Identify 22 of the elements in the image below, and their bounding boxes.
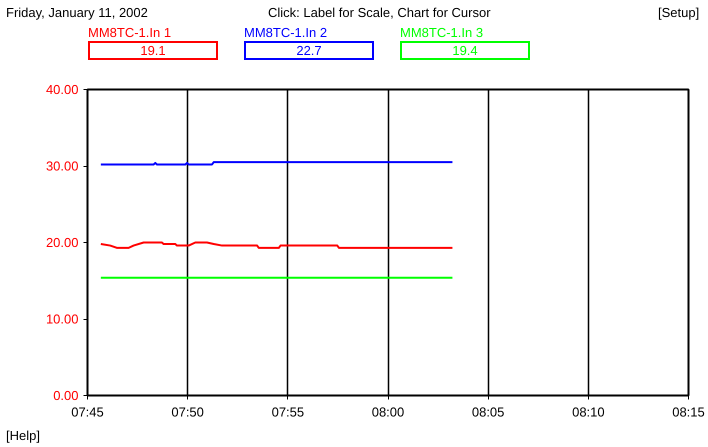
y-tick-label: 20.00 [46,235,79,250]
x-tick-label: 08:15 [672,404,705,420]
text: MM8TC-1.In 2 [244,24,328,42]
y-tick-label: 40.00 [46,82,79,97]
text: 22.7 [244,41,374,60]
text: [Setup] [658,4,700,22]
x-tick-label: 07:45 [71,404,104,420]
y-tick-label: 30.00 [46,158,79,174]
text: MM8TC-1.In 1 [88,24,172,42]
y-tick-label: 0.00 [53,388,79,403]
text: MM8TC-1.In 3 [400,24,484,42]
text: [Help] [6,427,40,445]
text: 19.1 [88,41,218,60]
y-tick-label: 10.00 [46,312,79,326]
x-tick-label: 07:55 [272,404,304,420]
chart-title: Friday, January 11, 2002 [6,4,148,22]
x-tick-label: 08:05 [472,404,504,420]
x-tick-label: 08:00 [372,404,404,420]
x-tick-label: 08:10 [572,404,605,420]
x-tick-label: 07:50 [171,404,204,420]
text: 19.4 [400,41,530,60]
chart-subtitle: Click: Label for Scale, Chart for Cursor [268,4,491,22]
